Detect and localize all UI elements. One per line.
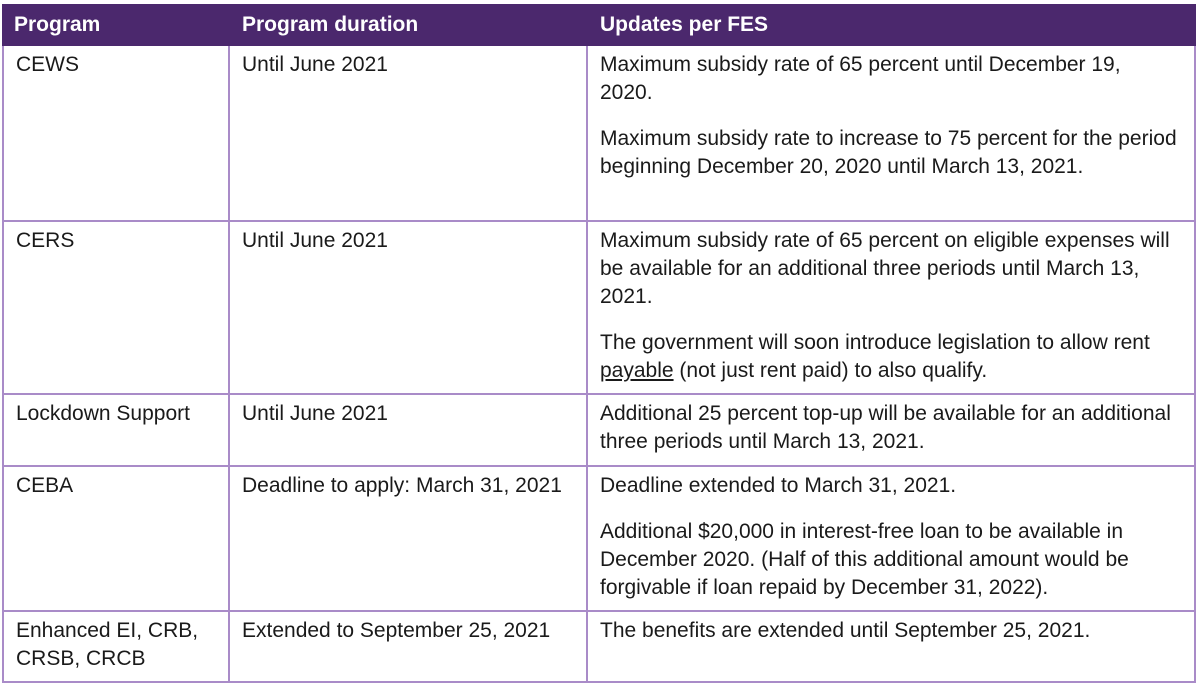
text-segment: The government will soon introduce legis… (600, 331, 1150, 354)
program-cell: CEWS (2, 46, 230, 222)
text-segment: Maximum subsidy rate of 65 percent until… (600, 53, 1121, 104)
text-segment: Maximum subsidy rate to increase to 75 p… (600, 127, 1177, 178)
update-paragraph: Additional 25 percent top-up will be ava… (600, 400, 1178, 456)
updates-cell: Maximum subsidy rate of 65 percent until… (588, 46, 1196, 222)
update-paragraph: The benefits are extended until Septembe… (600, 617, 1178, 645)
update-paragraph: Additional $20,000 in interest-free loan… (600, 518, 1178, 602)
table-row: CEBA Deadline to apply: March 31, 2021 D… (2, 467, 1196, 612)
update-paragraph: Deadline extended to March 31, 2021. (600, 472, 1178, 500)
text-segment: Additional $20,000 in interest-free loan… (600, 520, 1129, 599)
duration-cell: Until June 2021 (230, 395, 588, 467)
table-row: Enhanced EI, CRB, CRSB, CRCB Extended to… (2, 612, 1196, 683)
updates-cell: Additional 25 percent top-up will be ava… (588, 395, 1196, 467)
updates-cell: Deadline extended to March 31, 2021. Addi… (588, 467, 1196, 612)
updates-cell: The benefits are extended until Septembe… (588, 612, 1196, 683)
updates-cell: Maximum subsidy rate of 65 percent on el… (588, 222, 1196, 395)
table-header: Program Program duration Updates per FES (2, 4, 1196, 46)
table-row: CEWS Until June 2021 Maximum subsidy rat… (2, 46, 1196, 222)
duration-cell: Extended to September 25, 2021 (230, 612, 588, 683)
program-cell: Lockdown Support (2, 395, 230, 467)
update-paragraph: Maximum subsidy rate to increase to 75 p… (600, 125, 1178, 181)
table-row: CERS Until June 2021 Maximum subsidy rat… (2, 222, 1196, 395)
programs-table: Program Program duration Updates per FES… (2, 4, 1196, 683)
text-segment: The benefits are extended until Septembe… (600, 619, 1091, 642)
text-segment: Additional 25 percent top-up will be ava… (600, 402, 1171, 453)
table-row: Lockdown Support Until June 2021 Additio… (2, 395, 1196, 467)
program-cell: Enhanced EI, CRB, CRSB, CRCB (2, 612, 230, 683)
update-paragraph: Maximum subsidy rate of 65 percent until… (600, 51, 1178, 107)
duration-cell: Until June 2021 (230, 46, 588, 222)
column-header-program: Program (2, 4, 230, 46)
table-body: CEWS Until June 2021 Maximum subsidy rat… (2, 46, 1196, 683)
column-header-duration: Program duration (230, 4, 588, 46)
text-segment: Maximum subsidy rate of 65 percent on el… (600, 229, 1170, 308)
program-cell: CEBA (2, 467, 230, 612)
column-header-updates: Updates per FES (588, 4, 1196, 46)
header-row: Program Program duration Updates per FES (2, 4, 1196, 46)
underlined-text: payable (600, 359, 674, 382)
text-segment: Deadline extended to March 31, 2021. (600, 474, 957, 497)
program-cell: CERS (2, 222, 230, 395)
duration-cell: Until June 2021 (230, 222, 588, 395)
update-paragraph: Maximum subsidy rate of 65 percent on el… (600, 227, 1178, 311)
duration-cell: Deadline to apply: March 31, 2021 (230, 467, 588, 612)
update-paragraph: The government will soon introduce legis… (600, 329, 1178, 385)
text-segment: (not just rent paid) to also qualify. (673, 359, 988, 382)
